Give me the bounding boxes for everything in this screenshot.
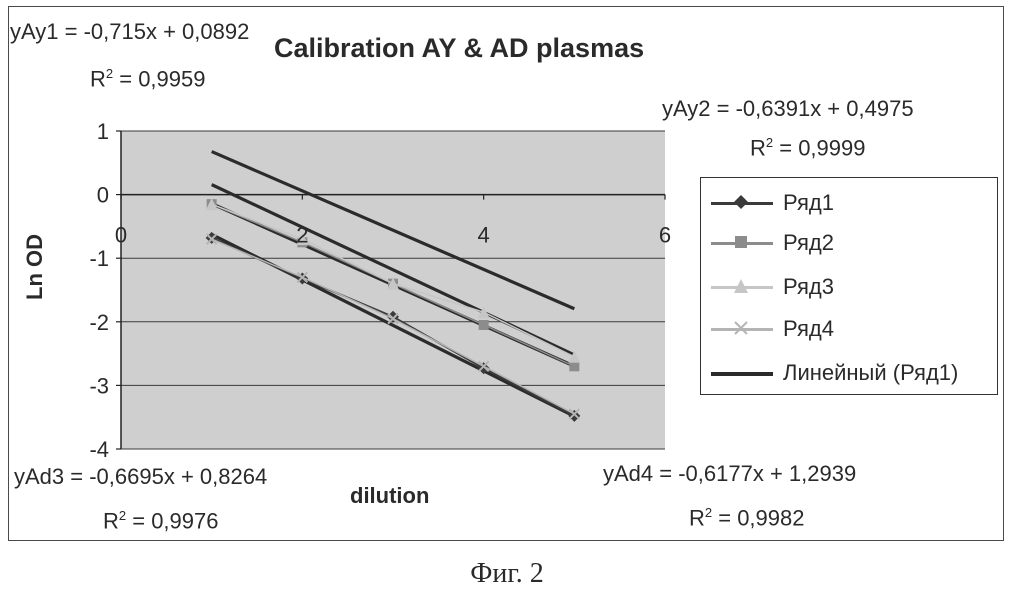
r2-ay1: R2 = 0,9959 xyxy=(90,62,206,91)
y-tick-label: 1 xyxy=(97,119,109,144)
equation-ad3: yAd3 = -0,6695x + 0,8264 xyxy=(14,465,267,489)
triangle-marker-icon xyxy=(734,279,748,293)
legend-item-series4: Ряд4 xyxy=(711,314,996,344)
equation-ad4: yAd4 = -0,6177x + 1,2939 xyxy=(603,462,856,486)
r2-ad3: R2 = 0,9976 xyxy=(103,504,219,533)
figure-caption: Фиг. 2 xyxy=(0,558,1014,590)
equation-ad3-text: yAd3 = -0,6695x + 0,8264 xyxy=(14,464,267,489)
y-tick-label: -2 xyxy=(89,310,109,335)
legend-item-trendline: Линейный (Ряд1) xyxy=(711,358,996,388)
chart-title: Calibration AY & AD plasmas xyxy=(274,33,644,64)
legend-label: Ряд4 xyxy=(783,316,834,342)
equation-ay2: yAy2 = -0,6391x + 0,4975 xyxy=(662,97,914,121)
r2-ay2: R2 = 0,9999 xyxy=(750,131,866,160)
x-tick-label: 4 xyxy=(478,223,490,248)
legend-item-series2: Ряд2 xyxy=(711,228,996,258)
square-marker-icon xyxy=(734,235,748,249)
legend-label: Ряд3 xyxy=(783,274,834,300)
r2-ay1-prefix: R xyxy=(90,66,106,91)
equation-ay1: yAy1 = -0,715x + 0,0892 xyxy=(10,20,249,44)
r2-ad4-value: = 0,9982 xyxy=(712,505,804,530)
data-point xyxy=(479,320,489,330)
legend-item-series1: Ряд1 xyxy=(711,188,996,218)
legend-swatch-line xyxy=(711,372,773,376)
r2-ay1-value: = 0,9959 xyxy=(113,66,205,91)
y-axis-label: Ln OD xyxy=(22,234,48,300)
legend-label: Линейный (Ряд1) xyxy=(783,360,958,386)
x-marker-icon xyxy=(734,321,748,335)
data-point xyxy=(569,361,579,371)
x-tick-label: 2 xyxy=(296,223,308,248)
y-tick-label: 0 xyxy=(97,183,109,208)
r2-ad4-prefix: R xyxy=(689,505,705,530)
r2-ay2-prefix: R xyxy=(750,135,766,160)
r2-ad3-prefix: R xyxy=(103,508,119,533)
legend-label: Ряд1 xyxy=(783,190,834,216)
plot-area xyxy=(121,131,665,449)
y-tick-label: -1 xyxy=(89,246,109,271)
diamond-marker-icon xyxy=(734,195,748,209)
chart-legend: Ряд1 Ряд2 Ряд3 Ряд4 Линейный (Ряд1) xyxy=(700,177,998,395)
r2-ad4: R2 = 0,9982 xyxy=(689,501,805,530)
x-tick-label: 6 xyxy=(659,223,671,248)
x-axis-label: dilution xyxy=(350,483,429,509)
equation-ay2-text: yAy2 = -0,6391x + 0,4975 xyxy=(662,96,914,121)
y-tick-label: -3 xyxy=(89,373,109,398)
r2-ad3-value: = 0,9976 xyxy=(126,508,218,533)
equation-ad4-text: yAd4 = -0,6177x + 1,2939 xyxy=(603,461,856,486)
x-tick-label: 0 xyxy=(115,223,127,248)
equation-ay1-text: yAy1 = -0,715x + 0,0892 xyxy=(10,19,249,44)
legend-label: Ряд2 xyxy=(783,230,834,256)
y-tick-label: -4 xyxy=(89,437,109,462)
legend-item-series3: Ряд3 xyxy=(711,272,996,302)
r2-ay2-value: = 0,9999 xyxy=(773,135,865,160)
